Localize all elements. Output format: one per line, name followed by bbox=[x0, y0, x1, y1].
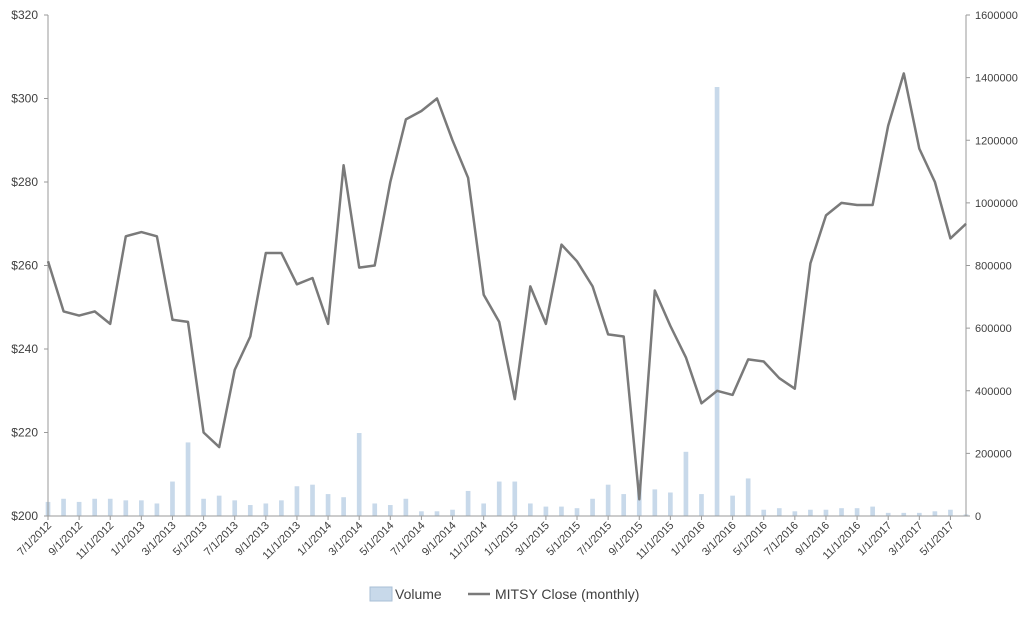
right-tick-label: 800000 bbox=[975, 261, 1012, 273]
volume-bar bbox=[232, 500, 238, 516]
axes bbox=[47, 15, 967, 517]
volume-bar bbox=[792, 511, 798, 516]
volume-bar bbox=[621, 494, 627, 516]
volume-bar bbox=[559, 506, 564, 516]
x-axis-tick-labels: 7/1/20129/1/201211/1/20121/1/20133/1/201… bbox=[15, 516, 957, 562]
volume-bar bbox=[885, 512, 891, 516]
left-tick-label: $260 bbox=[11, 259, 38, 273]
right-tick-label: 400000 bbox=[975, 386, 1012, 398]
volume-bar bbox=[310, 484, 315, 516]
volume-bar bbox=[450, 509, 455, 516]
x-tick-label: 5/1/2017 bbox=[918, 520, 957, 559]
left-tick-label: $320 bbox=[11, 8, 38, 22]
volume-bar bbox=[123, 500, 129, 516]
volume-bar bbox=[341, 497, 346, 516]
volume-bar bbox=[776, 508, 782, 516]
left-tick-label: $240 bbox=[11, 342, 38, 356]
volume-bar bbox=[403, 498, 409, 516]
volume-bar bbox=[247, 505, 253, 516]
volume-bar bbox=[683, 451, 689, 516]
volume-bar bbox=[372, 503, 378, 516]
right-tick-label: 1400000 bbox=[975, 73, 1018, 85]
volume-bar bbox=[201, 498, 206, 516]
right-tick-label: 600000 bbox=[975, 323, 1012, 335]
volume-bar bbox=[481, 503, 486, 516]
volume-bar bbox=[543, 506, 549, 516]
volume-bar bbox=[263, 503, 269, 516]
right-axis-tick-labels: 0 200000 400000 600000 800000 1000000 1200000 1… bbox=[966, 10, 1018, 523]
volume-bar bbox=[839, 508, 844, 516]
legend-close-label: MITSY Close (monthly) bbox=[495, 586, 639, 602]
volume-bar bbox=[652, 489, 658, 516]
volume-bar bbox=[808, 509, 813, 516]
close-line bbox=[46, 72, 967, 501]
right-tick-label: 1200000 bbox=[975, 135, 1018, 147]
volume-bar bbox=[854, 508, 860, 516]
volume-bar bbox=[387, 505, 393, 516]
volume-bar bbox=[528, 503, 533, 516]
volume-bar bbox=[465, 490, 471, 516]
left-tick-label: $280 bbox=[11, 175, 38, 189]
volume-bar bbox=[932, 511, 938, 516]
close-line-path bbox=[46, 72, 967, 501]
volume-bar bbox=[325, 494, 331, 516]
volume-bar bbox=[948, 509, 953, 516]
volume-bar bbox=[356, 433, 362, 516]
legend-volume-swatch bbox=[369, 586, 393, 602]
volume-bar bbox=[574, 508, 580, 516]
volume-bar bbox=[216, 495, 222, 516]
volume-bar bbox=[916, 512, 922, 516]
volume-bar bbox=[170, 481, 175, 516]
volume-bar bbox=[107, 498, 113, 516]
right-tick-label: 0 bbox=[975, 511, 981, 523]
volume-bar bbox=[61, 498, 66, 516]
volume-bar bbox=[730, 495, 735, 516]
volume-bar bbox=[699, 494, 704, 516]
volume-bar bbox=[419, 511, 424, 516]
volume-bar bbox=[154, 503, 160, 516]
volume-bar bbox=[279, 500, 284, 516]
volume-bar bbox=[294, 486, 300, 516]
right-tick-label: 1600000 bbox=[975, 10, 1018, 22]
volume-bar bbox=[714, 87, 720, 517]
volume-bar bbox=[76, 501, 82, 516]
legend: Volume MITSY Close (monthly) bbox=[369, 586, 639, 602]
volume-bar bbox=[761, 509, 767, 516]
volume-bar bbox=[901, 512, 907, 516]
right-tick-label: 1000000 bbox=[975, 198, 1018, 210]
volume-bar bbox=[870, 506, 875, 516]
volume-bar bbox=[139, 500, 144, 516]
volume-bar bbox=[823, 509, 829, 516]
volume-bar bbox=[590, 498, 595, 516]
left-tick-label: $200 bbox=[11, 509, 38, 523]
volume-bar bbox=[434, 511, 440, 516]
volume-bar bbox=[745, 478, 751, 516]
volume-bar bbox=[512, 481, 518, 516]
volume-bar bbox=[92, 498, 98, 516]
right-tick-label: 200000 bbox=[975, 448, 1012, 460]
left-tick-label: $220 bbox=[11, 426, 38, 440]
volume-bar bbox=[496, 481, 502, 516]
left-tick-label: $300 bbox=[11, 92, 38, 106]
volume-bar bbox=[605, 484, 611, 516]
volume-bar bbox=[185, 442, 191, 516]
left-axis-tick-labels: $200 $220 $240 $260 $280 $300 $320 bbox=[11, 8, 48, 523]
volume-bar bbox=[668, 492, 673, 516]
legend-volume-label: Volume bbox=[395, 586, 442, 602]
volume-bars bbox=[45, 87, 969, 517]
